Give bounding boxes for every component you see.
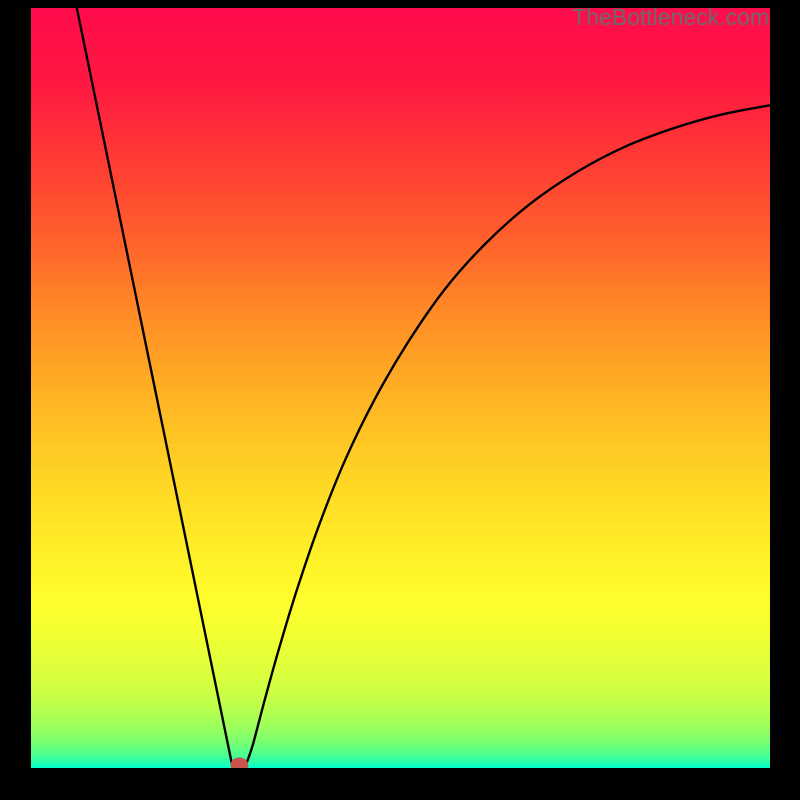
watermark-text: TheBottleneck.com	[572, 4, 769, 31]
gradient-background	[31, 8, 770, 768]
chart-frame: TheBottleneck.com	[0, 0, 800, 800]
plot-area	[31, 8, 770, 768]
